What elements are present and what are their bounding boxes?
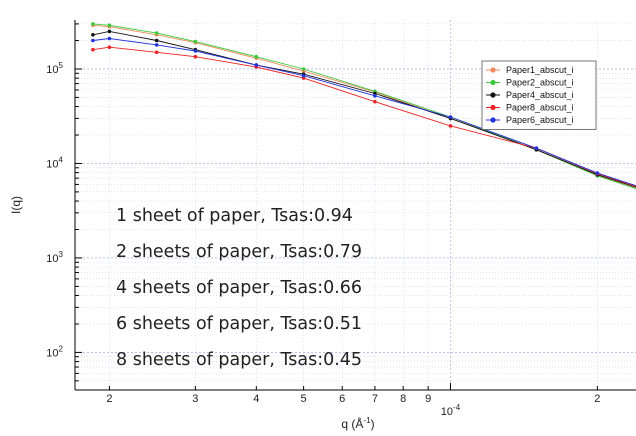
data-point [91,38,95,43]
y-decade-base: 10 [46,253,58,265]
x-tick-label: 2 [106,393,112,405]
data-point [91,22,95,26]
series-Paper6_abscut_i [91,36,636,187]
x-tick-label: 9 [425,393,431,405]
legend-swatch-marker [490,79,496,86]
legend-swatch-marker [490,92,496,98]
data-point [373,94,377,98]
legend-label: Paper4_abscut_i [506,90,574,100]
y-decade-label: 105 [46,61,63,76]
series-line [92,24,636,189]
data-point [91,47,95,52]
y-decade-exponent: 4 [59,155,64,164]
y-decade-label: 102 [46,344,63,359]
x-tick-label: 4 [253,393,259,405]
data-point [448,124,453,128]
y-decade-label: 103 [46,250,63,265]
legend-label: Paper1_abscut_i [506,65,574,75]
y-decade-exponent: 2 [59,344,64,353]
legend-label: Paper2_abscut_i [506,78,574,88]
data-point [301,67,306,71]
series-line [92,38,636,187]
x-decade-label: 10-4 [441,403,461,418]
x-decade-base: 10 [441,406,453,418]
data-point [107,23,112,28]
annotation-line: 2 sheets of paper, Tsas:0.79 [116,242,362,262]
annotation-line: 4 sheets of paper, Tsas:0.66 [116,278,362,298]
series-layer [91,22,636,190]
legend-entry: Paper1_abscut_i [486,65,574,75]
data-point [595,171,600,175]
x-decade-exponent: -4 [453,403,461,412]
data-point [91,33,95,37]
y-decade-base: 10 [46,158,58,170]
legend-swatch-marker [490,117,496,123]
legend-label: Paper6_abscut_i [506,115,574,125]
annotation-line: 6 sheets of paper, Tsas:0.51 [116,314,362,334]
data-point [107,45,112,49]
series-line [92,30,636,188]
legend-box [481,60,597,130]
annotation-block: 1 sheet of paper, Tsas:0.94 2 sheets of p… [116,206,362,370]
x-tick-label: 6 [339,393,345,405]
y-decade-base: 10 [46,347,58,359]
data-point [254,54,259,59]
legend-entry: Paper4_abscut_i [486,90,574,100]
series-line [92,46,636,187]
x-tick-label: 7 [372,393,378,405]
x-axis-label-text: q (Å [341,416,363,431]
axes: 234567892345678910-410-3102103104105q (Å… [9,20,636,431]
data-point [154,38,159,43]
legend-entry: Paper6_abscut_i [486,115,574,125]
annotation-line: 1 sheet of paper, Tsas:0.94 [116,206,353,226]
x-tick-label: 3 [192,393,198,405]
data-point [107,29,112,34]
y-decade-label: 104 [46,155,63,170]
data-point [154,43,159,47]
data-point [107,36,112,41]
x-axis-label: q (Å-1) [341,416,374,431]
series-line [92,23,636,190]
y-decade-exponent: 5 [59,61,64,70]
x-axis-label-close: ) [371,417,375,431]
data-point [193,39,198,44]
data-point [193,49,198,53]
legend: Paper1_abscut_i Paper2_abscut_i Paper4_abs… [481,60,597,130]
x-axis-label-exponent: -1 [363,416,371,425]
x-tick-label: 2 [594,393,600,405]
y-axis-label: I(q) [9,196,23,214]
data-point [373,99,377,104]
legend-label: Paper8_abscut_i [506,103,574,113]
legend-swatch-marker [490,104,496,111]
legend-swatch-marker [490,67,496,73]
data-point [254,63,259,67]
x-tick-label: 8 [400,393,406,405]
y-decade-base: 10 [46,64,58,76]
legend-entry: Paper2_abscut_i [486,78,574,88]
data-point [534,146,539,150]
data-point [301,73,306,78]
data-point [193,54,198,59]
y-decade-exponent: 3 [59,250,64,259]
data-point [154,31,159,35]
legend-entry: Paper8_abscut_i [486,103,574,113]
data-point [154,50,159,55]
x-tick-label: 5 [301,393,307,405]
grid [75,20,636,391]
annotation-line: 8 sheets of paper, Tsas:0.45 [116,350,362,370]
data-point [448,115,453,119]
